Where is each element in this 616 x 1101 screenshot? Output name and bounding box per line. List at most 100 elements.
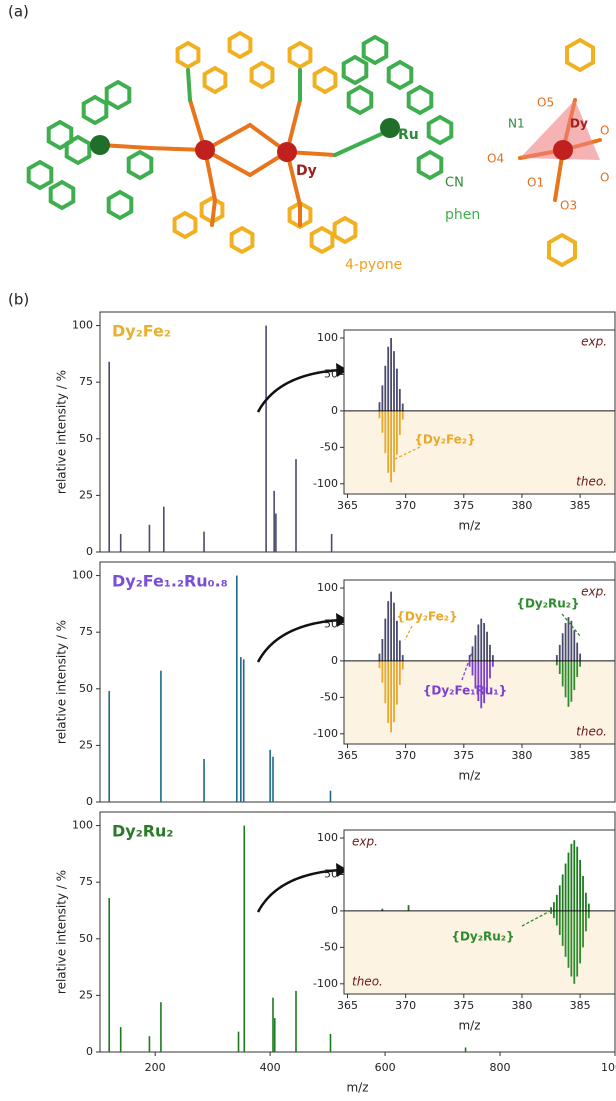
isotope-peak <box>568 617 570 661</box>
structure-label: Ru <box>398 127 419 143</box>
isotope-peak <box>387 601 389 661</box>
isotope-peak <box>390 411 392 482</box>
y-tick-label: -50 <box>320 440 338 453</box>
isotope-peak <box>396 661 398 705</box>
ring <box>84 97 107 123</box>
isotope-peak <box>384 661 386 703</box>
isotope-peak <box>576 847 578 911</box>
ring <box>107 82 130 108</box>
peak <box>108 362 110 552</box>
peak <box>269 750 271 802</box>
x-tick-label: 380 <box>511 999 532 1012</box>
peak <box>274 1018 276 1052</box>
isotope-peak <box>568 853 570 911</box>
isotope-peak <box>472 661 474 676</box>
isotope-peak <box>556 655 558 661</box>
ring <box>429 117 452 143</box>
peak <box>295 991 297 1052</box>
peak <box>330 791 332 802</box>
ring <box>109 192 132 218</box>
isotope-peak <box>489 661 491 678</box>
y-tick-label: 0 <box>331 654 338 667</box>
x-tick-label: 600 <box>375 1061 396 1074</box>
peak <box>149 1036 151 1052</box>
ring <box>49 122 72 148</box>
isotope-peak <box>576 911 578 977</box>
isotope-peak <box>556 895 558 911</box>
x-tick-label: 365 <box>337 499 358 512</box>
y-tick-label: 75 <box>79 875 93 888</box>
exp-label: exp. <box>352 835 378 849</box>
isotope-peak <box>381 385 383 411</box>
isotope-peak <box>396 411 398 455</box>
isotope-peak <box>399 661 401 685</box>
ring <box>409 87 432 113</box>
panel-label: (b) <box>8 291 29 309</box>
isotope-peak <box>408 905 410 911</box>
atom-label: O1 <box>527 176 544 190</box>
atom-label: O4 <box>487 152 504 166</box>
isotope-peak <box>379 411 381 418</box>
peak <box>120 534 122 552</box>
y-tick-label: 25 <box>79 738 93 751</box>
isotope-peak <box>492 655 494 661</box>
isotope-peak <box>565 911 567 957</box>
y-tick-label: 25 <box>79 988 93 1001</box>
x-tick-label: 375 <box>453 499 474 512</box>
isotope-peak <box>556 911 558 926</box>
peak <box>163 507 165 552</box>
isotope-peak <box>381 411 383 433</box>
chart-title: Dy₂Ru₂ <box>112 822 173 841</box>
isotope-peak <box>588 911 590 918</box>
isotope-peak <box>565 864 567 911</box>
y-axis-label: relative intensity / % <box>55 620 69 744</box>
species-label: {Dy₂Fe₂} <box>414 433 475 447</box>
peak <box>330 1034 332 1052</box>
isotope-peak <box>553 902 555 911</box>
isotope-peak <box>559 645 561 661</box>
isotope-peak <box>381 661 383 683</box>
y-tick-label: 50 <box>79 432 93 445</box>
x-tick-label: 1000 <box>601 1061 616 1074</box>
peak <box>160 1002 162 1052</box>
atom <box>380 118 400 138</box>
panel-label: (a) <box>8 3 29 21</box>
ring <box>389 62 412 88</box>
y-tick-label: 75 <box>79 375 93 388</box>
isotope-peak <box>492 661 494 667</box>
isotope-peak <box>399 411 401 435</box>
y-tick-label: 50 <box>79 932 93 945</box>
y-tick-label: 50 <box>324 367 338 380</box>
theo-label: theo. <box>576 725 607 739</box>
isotope-peak <box>469 661 471 667</box>
isotope-peak <box>387 411 389 473</box>
isotope-peak <box>402 411 404 420</box>
x-axis-label: m/z <box>458 519 480 533</box>
species-label: {Dy₂Fe₂} <box>396 610 457 624</box>
peak <box>108 691 110 802</box>
y-tick-label: -100 <box>313 477 338 490</box>
atom-label: O3 <box>560 199 577 213</box>
bond <box>188 70 190 100</box>
peak <box>120 1027 122 1052</box>
isotope-peak <box>565 623 567 661</box>
y-axis-label: relative intensity / % <box>55 370 69 494</box>
peak <box>272 998 274 1052</box>
y-tick-label: -100 <box>313 727 338 740</box>
isotope-peak <box>390 338 392 411</box>
peak <box>331 534 333 552</box>
species-label: {Dy₂Ru₂} <box>516 597 579 611</box>
species-label: {Dy₂Ru₂} <box>451 930 514 944</box>
ring <box>51 182 74 208</box>
peak <box>108 898 110 1052</box>
isotope-peak <box>387 661 389 723</box>
peak <box>265 326 267 552</box>
isotope-peak <box>585 893 587 911</box>
x-tick-label: 370 <box>395 749 416 762</box>
isotope-peak <box>573 911 575 984</box>
y-tick-label: 100 <box>317 831 338 844</box>
x-tick-label: 385 <box>570 749 591 762</box>
x-tick-label: 370 <box>395 999 416 1012</box>
atom-label: O5 <box>537 96 554 110</box>
isotope-peak <box>579 661 581 667</box>
